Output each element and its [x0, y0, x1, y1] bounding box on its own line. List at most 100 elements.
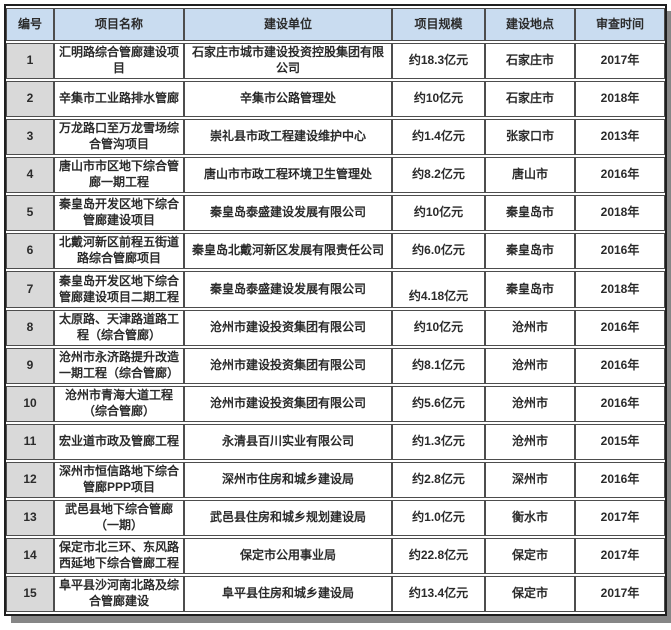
cell-name: 秦皇岛开发区地下综合管廊建设项目二期工程 — [54, 271, 184, 308]
cell-location: 保定市 — [485, 576, 575, 612]
cell-id: 4 — [6, 157, 54, 193]
cell-scale: 约8.1亿元 — [392, 348, 485, 384]
cell-name: 保定市北三环、东风路西延地下综合管廊工程 — [54, 538, 184, 574]
cell-scale: 约18.3亿元 — [392, 43, 485, 79]
cell-unit: 秦皇岛北戴河新区发展有限责任公司 — [184, 233, 392, 269]
table-row: 12 深州市恒信路地下综合管廊PPP项目 深州市住房和城乡建设局 约2.8亿元 深州市 2… — [6, 462, 665, 498]
cell-unit: 唐山市市政工程环境卫生管理处 — [184, 157, 392, 193]
cell-unit: 秦皇岛泰盛建设发展有限公司 — [184, 195, 392, 231]
cell-id: 2 — [6, 81, 54, 117]
cell-id: 10 — [6, 386, 54, 422]
cell-location: 保定市 — [485, 538, 575, 574]
table-row: 15 阜平县沙河南北路及综合管廊建设 阜平县住房和城乡建设局 约13.4亿元 保定市 20… — [6, 576, 665, 612]
column-header-scale: 项目规模 — [392, 8, 485, 41]
cell-name: 太原路、天津路道路工程（综合管廊） — [54, 310, 184, 346]
cell-name: 汇明路综合管廊建设项目 — [54, 43, 184, 79]
cell-location: 秦皇岛市 — [485, 271, 575, 308]
table-row: 13 武邑县地下综合管廊（一期） 武邑县住房和城乡规划建设局 约1.0亿元 衡水市 201… — [6, 500, 665, 536]
cell-time: 2016年 — [575, 462, 665, 498]
cell-name: 宏业道市政及管廊工程 — [54, 424, 184, 460]
cell-scale: 约22.8亿元 — [392, 538, 485, 574]
table-row: 5 秦皇岛开发区地下综合管廊建设项目 秦皇岛泰盛建设发展有限公司 约10亿元 秦皇岛市 2… — [6, 195, 665, 231]
cell-id: 5 — [6, 195, 54, 231]
cell-id: 12 — [6, 462, 54, 498]
cell-unit: 深州市住房和城乡建设局 — [184, 462, 392, 498]
table-row: 1 汇明路综合管廊建设项目 石家庄市城市建设投资控股集团有限公司 约18.3亿元 石家庄… — [6, 43, 665, 79]
cell-id: 8 — [6, 310, 54, 346]
cell-unit: 永清县百川实业有限公司 — [184, 424, 392, 460]
cell-time: 2017年 — [575, 538, 665, 574]
column-header-id: 编号 — [6, 8, 54, 41]
cell-id: 13 — [6, 500, 54, 536]
cell-time: 2016年 — [575, 386, 665, 422]
cell-unit: 沧州市建设投资集团有限公司 — [184, 348, 392, 384]
cell-name: 唐山市市区地下综合管廊一期工程 — [54, 157, 184, 193]
cell-time: 2017年 — [575, 43, 665, 79]
cell-id: 6 — [6, 233, 54, 269]
cell-id: 11 — [6, 424, 54, 460]
table-row: 8 太原路、天津路道路工程（综合管廊） 沧州市建设投资集团有限公司 约10亿元 沧州市 2… — [6, 310, 665, 346]
cell-unit: 沧州市建设投资集团有限公司 — [184, 386, 392, 422]
table-row: 14 保定市北三环、东风路西延地下综合管廊工程 保定市公用事业局 约22.8亿元 保定市… — [6, 538, 665, 574]
cell-unit: 沧州市建设投资集团有限公司 — [184, 310, 392, 346]
cell-location: 唐山市 — [485, 157, 575, 193]
cell-id: 14 — [6, 538, 54, 574]
cell-time: 2017年 — [575, 576, 665, 612]
cell-location: 张家口市 — [485, 119, 575, 155]
cell-scale: 约10亿元 — [392, 195, 485, 231]
cell-name: 秦皇岛开发区地下综合管廊建设项目 — [54, 195, 184, 231]
cell-location: 沧州市 — [485, 386, 575, 422]
cell-time: 2016年 — [575, 348, 665, 384]
table-row: 3 万龙路口至万龙雪场综合管沟项目 崇礼县市政工程建设维护中心 约1.4亿元 张家口市 2… — [6, 119, 665, 155]
cell-name: 武邑县地下综合管廊（一期） — [54, 500, 184, 536]
cell-time: 2016年 — [575, 233, 665, 269]
cell-name: 辛集市工业路排水管廊 — [54, 81, 184, 117]
cell-unit: 阜平县住房和城乡建设局 — [184, 576, 392, 612]
cell-location: 沧州市 — [485, 310, 575, 346]
cell-scale: 约13.4亿元 — [392, 576, 485, 612]
table-row: 9 沧州市永济路提升改造一期工程（综合管廊） 沧州市建设投资集团有限公司 约8.1亿元… — [6, 348, 665, 384]
column-header-time: 审查时间 — [575, 8, 665, 41]
cell-scale: 约1.4亿元 — [392, 119, 485, 155]
header-row: 编号 项目名称 建设单位 项目规模 建设地点 审查时间 — [6, 8, 665, 41]
cell-time: 2013年 — [575, 119, 665, 155]
table-row: 2 辛集市工业路排水管廊 辛集市公路管理处 约10亿元 石家庄市 2018年 — [6, 81, 665, 117]
cell-name: 阜平县沙河南北路及综合管廊建设 — [54, 576, 184, 612]
cell-unit: 石家庄市城市建设投资控股集团有限公司 — [184, 43, 392, 79]
cell-time: 2016年 — [575, 310, 665, 346]
cell-name: 深州市恒信路地下综合管廊PPP项目 — [54, 462, 184, 498]
cell-unit: 秦皇岛泰盛建设发展有限公司 — [184, 271, 392, 308]
cell-location: 沧州市 — [485, 424, 575, 460]
cell-name: 沧州市永济路提升改造一期工程（综合管廊） — [54, 348, 184, 384]
cell-time: 2018年 — [575, 195, 665, 231]
column-header-location: 建设地点 — [485, 8, 575, 41]
cell-location: 沧州市 — [485, 348, 575, 384]
cell-name: 万龙路口至万龙雪场综合管沟项目 — [54, 119, 184, 155]
cell-location: 石家庄市 — [485, 43, 575, 79]
cell-scale: 约8.2亿元 — [392, 157, 485, 193]
cell-scale: 约1.3亿元 — [392, 424, 485, 460]
cell-time: 2018年 — [575, 81, 665, 117]
cell-location: 秦皇岛市 — [485, 195, 575, 231]
cell-scale: 约1.0亿元 — [392, 500, 485, 536]
cell-location: 石家庄市 — [485, 81, 575, 117]
cell-time: 2016年 — [575, 157, 665, 193]
cell-location: 深州市 — [485, 462, 575, 498]
cell-time: 2018年 — [575, 271, 665, 308]
table-row: 6 北戴河新区前程五街道路综合管廊项目 秦皇岛北戴河新区发展有限责任公司 约6.0亿元… — [6, 233, 665, 269]
cell-id: 9 — [6, 348, 54, 384]
cell-scale: 约6.0亿元 — [392, 233, 485, 269]
cell-time: 2015年 — [575, 424, 665, 460]
cell-location: 衡水市 — [485, 500, 575, 536]
cell-name: 北戴河新区前程五街道路综合管廊项目 — [54, 233, 184, 269]
column-header-unit: 建设单位 — [184, 8, 392, 41]
cell-scale: 约4.18亿元 — [392, 271, 485, 308]
cell-scale: 约5.6亿元 — [392, 386, 485, 422]
cell-time: 2017年 — [575, 500, 665, 536]
cell-scale: 约10亿元 — [392, 81, 485, 117]
cell-scale: 约10亿元 — [392, 310, 485, 346]
cell-unit: 辛集市公路管理处 — [184, 81, 392, 117]
table-row: 4 唐山市市区地下综合管廊一期工程 唐山市市政工程环境卫生管理处 约8.2亿元 唐山市 2… — [6, 157, 665, 193]
project-table: 编号 项目名称 建设单位 项目规模 建设地点 审查时间 1 汇明路综合管廊建设项目 石家庄市城… — [4, 4, 667, 616]
table-row: 10 沧州市青海大道工程（综合管廊） 沧州市建设投资集团有限公司 约5.6亿元 沧州市 2… — [6, 386, 665, 422]
